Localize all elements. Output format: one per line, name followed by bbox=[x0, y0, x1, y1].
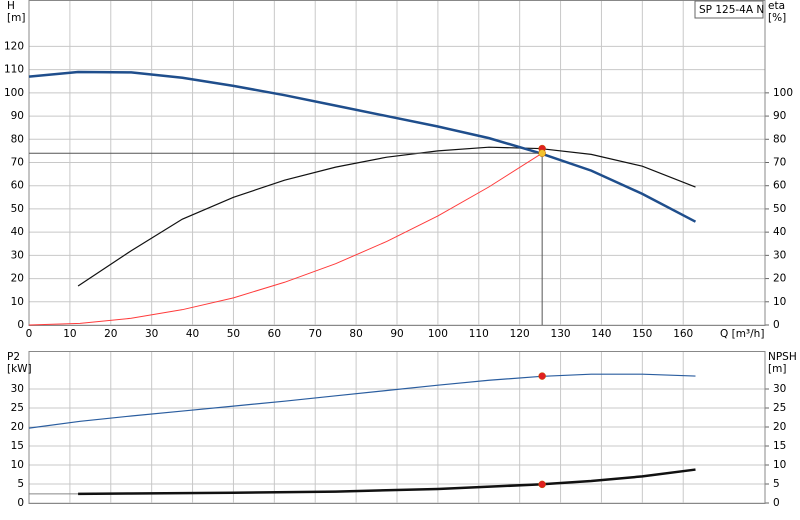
x-tick-label: 160 bbox=[673, 328, 693, 340]
y-axis-label: H bbox=[7, 0, 15, 12]
y-tick-label: 110 bbox=[4, 64, 24, 76]
curve bbox=[28, 70, 697, 223]
curve bbox=[28, 373, 696, 429]
y2-tick-label: 70 bbox=[773, 157, 786, 169]
y2-tick-label: 15 bbox=[773, 440, 786, 452]
y-tick-label: 40 bbox=[11, 226, 24, 238]
y-axis-label: [m] bbox=[7, 12, 25, 24]
y2-tick-label: 80 bbox=[773, 133, 786, 145]
y2-tick-label: 90 bbox=[773, 110, 786, 122]
x-tick-label: 30 bbox=[145, 328, 158, 340]
y2-tick-label: 25 bbox=[773, 402, 786, 414]
y-tick-label: 60 bbox=[11, 180, 24, 192]
y2-tick-label: 30 bbox=[773, 249, 786, 261]
y2-tick-label: 50 bbox=[773, 203, 786, 215]
curve bbox=[28, 152, 543, 326]
y-tick-label: 50 bbox=[11, 203, 24, 215]
y-tick-label: 10 bbox=[11, 296, 24, 308]
y-axis-label: P2 bbox=[7, 351, 20, 363]
x-tick-label: 10 bbox=[63, 328, 76, 340]
y2-axis-label: NPSH bbox=[768, 351, 797, 363]
y2-tick-label: 5 bbox=[773, 478, 780, 490]
x-tick-label: 150 bbox=[632, 328, 652, 340]
y-tick-label: 25 bbox=[11, 402, 24, 414]
operating-point bbox=[538, 149, 546, 157]
y-axis-label: [kW] bbox=[7, 363, 32, 375]
y-tick-label: 10 bbox=[11, 459, 24, 471]
x-tick-label: 120 bbox=[510, 328, 530, 340]
y-tick-label: 90 bbox=[11, 110, 24, 122]
y-tick-label: 100 bbox=[4, 87, 24, 99]
x-tick-label: 70 bbox=[309, 328, 322, 340]
y2-tick-label: 0 bbox=[773, 319, 780, 331]
x-tick-label: 100 bbox=[428, 328, 448, 340]
y-tick-label: 120 bbox=[4, 40, 24, 52]
y-tick-label: 80 bbox=[11, 133, 24, 145]
y-tick-label: 0 bbox=[17, 497, 24, 509]
y2-tick-label: 10 bbox=[773, 459, 786, 471]
x-axis-label: Q [m³/h] bbox=[720, 328, 764, 340]
y2-tick-label: 30 bbox=[773, 383, 786, 395]
y-tick-label: 0 bbox=[17, 319, 24, 331]
x-tick-label: 80 bbox=[349, 328, 362, 340]
y-tick-label: 20 bbox=[11, 421, 24, 433]
model-label: SP 125-4A N bbox=[699, 4, 764, 16]
y2-axis-label: [m] bbox=[768, 363, 786, 375]
y-tick-label: 30 bbox=[11, 249, 24, 261]
y2-tick-label: 20 bbox=[773, 421, 786, 433]
y2-tick-label: 20 bbox=[773, 273, 786, 285]
curve bbox=[78, 468, 696, 496]
operating-point bbox=[538, 480, 546, 489]
x-tick-label: 140 bbox=[591, 328, 611, 340]
y-tick-label: 70 bbox=[11, 157, 24, 169]
frame bbox=[28, 351, 766, 504]
y-tick-label: 20 bbox=[11, 273, 24, 285]
x-tick-label: 0 bbox=[26, 328, 33, 340]
x-tick-label: 50 bbox=[227, 328, 240, 340]
y-tick-label: 5 bbox=[17, 478, 24, 490]
y-tick-label: 30 bbox=[11, 383, 24, 395]
y2-tick-label: 100 bbox=[773, 87, 793, 99]
y2-tick-label: 60 bbox=[773, 180, 786, 192]
y2-axis-label: [%] bbox=[768, 12, 786, 24]
x-tick-label: 40 bbox=[186, 328, 199, 340]
y2-tick-label: 40 bbox=[773, 226, 786, 238]
y2-axis-label: eta bbox=[768, 0, 785, 12]
x-tick-label: 60 bbox=[268, 328, 281, 340]
model-box bbox=[694, 0, 764, 19]
operating-point bbox=[538, 372, 546, 380]
x-tick-label: 110 bbox=[469, 328, 489, 340]
x-tick-label: 20 bbox=[104, 328, 117, 340]
x-tick-label: 90 bbox=[390, 328, 403, 340]
x-tick-label: 130 bbox=[551, 328, 571, 340]
y2-tick-label: 0 bbox=[773, 497, 780, 509]
y2-tick-label: 10 bbox=[773, 296, 786, 308]
y-tick-label: 15 bbox=[11, 440, 24, 452]
curve bbox=[77, 146, 696, 287]
frame bbox=[28, 0, 766, 326]
